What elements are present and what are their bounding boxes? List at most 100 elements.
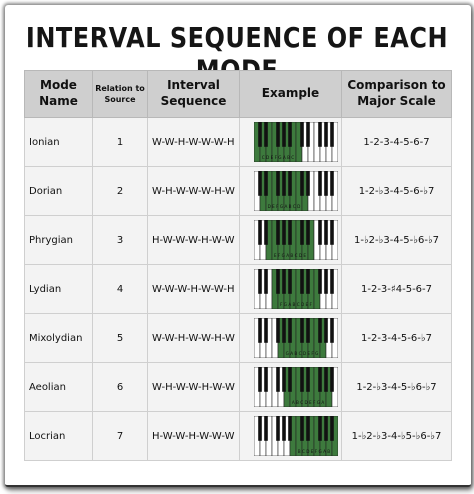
black-key: [330, 122, 334, 147]
table-row: Locrian 7 H-W-W-H-W-W-W B C D E F G A B …: [24, 411, 452, 461]
relation-value: 6: [92, 362, 148, 412]
black-key: [330, 269, 334, 294]
black-key: [324, 220, 328, 245]
interval-sequence: W-W-H-W-W-H-W: [147, 313, 240, 363]
black-key: [288, 416, 292, 441]
black-key: [300, 318, 304, 343]
black-key: [318, 171, 322, 196]
major-comparison: 1-2-♭3-4-5-6-♭7: [341, 166, 452, 216]
black-key: [300, 416, 304, 441]
note-letters: C D E F G A B C: [262, 155, 295, 160]
black-key: [282, 367, 286, 392]
piano-keys: C D E F G A B C: [254, 122, 338, 162]
black-key: [330, 367, 334, 392]
black-key: [306, 122, 310, 147]
interval-sequence: H-W-W-W-H-W-W: [147, 215, 240, 265]
example-cell: F G A B C D E F: [239, 264, 342, 314]
black-key: [264, 171, 268, 196]
modes-table: Mode Name Relation to Source Interval Se…: [24, 70, 452, 461]
major-comparison: 1-♭2-♭3-4-♭5-♭6-♭7: [341, 411, 452, 461]
black-key: [258, 416, 262, 441]
table-row: Phrygian 3 H-W-W-W-H-W-W E F G A B C D E…: [24, 215, 452, 265]
black-key: [276, 269, 280, 294]
mode-name: Locrian: [24, 411, 93, 461]
black-key: [276, 171, 280, 196]
black-key: [276, 367, 280, 392]
black-key: [330, 318, 334, 343]
note-letters: A B C D E F G A: [292, 400, 325, 405]
black-key: [300, 122, 304, 147]
black-key: [282, 416, 286, 441]
piano-keyboard-image: G A B C D E F G: [254, 318, 338, 358]
black-key: [324, 367, 328, 392]
relation-value: 1: [92, 117, 148, 167]
header-example: Example: [239, 70, 342, 118]
note-letters: E F G A B C D E: [274, 253, 307, 258]
interval-sequence: H-W-W-H-W-W-W: [147, 411, 240, 461]
piano-keys: A B C D E F G A: [254, 367, 338, 407]
major-comparison: 1-2-3-♯4-5-6-7: [341, 264, 452, 314]
piano-keyboard-image: C D E F G A B C: [254, 122, 338, 162]
black-key: [288, 318, 292, 343]
piano-keys: E F G A B C D E: [254, 220, 338, 260]
major-comparison: 1-♭2-♭3-4-5-♭6-♭7: [341, 215, 452, 265]
black-key: [264, 122, 268, 147]
mode-name: Aeolian: [24, 362, 93, 412]
header-mode-name: Mode Name: [24, 70, 93, 118]
black-key: [288, 171, 292, 196]
table-row: Dorian 2 W-H-W-W-W-H-W D E F G A B C D 1…: [24, 166, 452, 216]
interval-sequence: W-H-W-W-H-W-W: [147, 362, 240, 412]
black-key: [324, 171, 328, 196]
black-key: [282, 220, 286, 245]
black-key: [306, 220, 310, 245]
major-comparison: 1-2-3-4-5-6-7: [341, 117, 452, 167]
header-comparison: Comparison to Major Scale: [341, 70, 452, 118]
black-key: [258, 269, 262, 294]
piano-keys: G A B C D E F G: [254, 318, 338, 358]
note-letters: D E F G A B C D: [268, 204, 301, 209]
black-key: [288, 269, 292, 294]
example-cell: E F G A B C D E: [239, 215, 342, 265]
black-key: [282, 318, 286, 343]
mode-name: Mixolydian: [24, 313, 93, 363]
mode-name: Phrygian: [24, 215, 93, 265]
black-key: [300, 171, 304, 196]
black-key: [288, 220, 292, 245]
relation-value: 3: [92, 215, 148, 265]
black-key: [258, 318, 262, 343]
black-key: [258, 367, 262, 392]
table-row: Aeolian 6 W-H-W-W-H-W-W A B C D E F G A …: [24, 362, 452, 412]
mode-name: Dorian: [24, 166, 93, 216]
black-key: [282, 269, 286, 294]
table-row: Ionian 1 W-W-H-W-W-W-H C D E F G A B C 1…: [24, 117, 452, 167]
piano-keys: D E F G A B C D: [254, 171, 338, 211]
black-key: [318, 318, 322, 343]
example-cell: A B C D E F G A: [239, 362, 342, 412]
relation-value: 7: [92, 411, 148, 461]
black-key: [264, 220, 268, 245]
black-key: [330, 416, 334, 441]
black-key: [306, 269, 310, 294]
example-cell: B C D E F G A B: [239, 411, 342, 461]
black-key: [264, 367, 268, 392]
black-key: [324, 318, 328, 343]
black-key: [264, 269, 268, 294]
black-key: [318, 122, 322, 147]
black-key: [306, 171, 310, 196]
piano-keys: F G A B C D E F: [254, 269, 338, 309]
table-row: Lydian 4 W-W-W-H-W-W-H F G A B C D E F 1…: [24, 264, 452, 314]
black-key: [306, 318, 310, 343]
relation-value: 2: [92, 166, 148, 216]
mode-name: Ionian: [24, 117, 93, 167]
black-key: [288, 122, 292, 147]
black-key: [258, 220, 262, 245]
black-key: [276, 318, 280, 343]
example-cell: C D E F G A B C: [239, 117, 342, 167]
example-cell: G A B C D E F G: [239, 313, 342, 363]
piano-keyboard-image: F G A B C D E F: [254, 269, 338, 309]
black-key: [324, 269, 328, 294]
relation-value: 5: [92, 313, 148, 363]
black-key: [330, 220, 334, 245]
example-cell: D E F G A B C D: [239, 166, 342, 216]
interval-sequence: W-W-H-W-W-W-H: [147, 117, 240, 167]
